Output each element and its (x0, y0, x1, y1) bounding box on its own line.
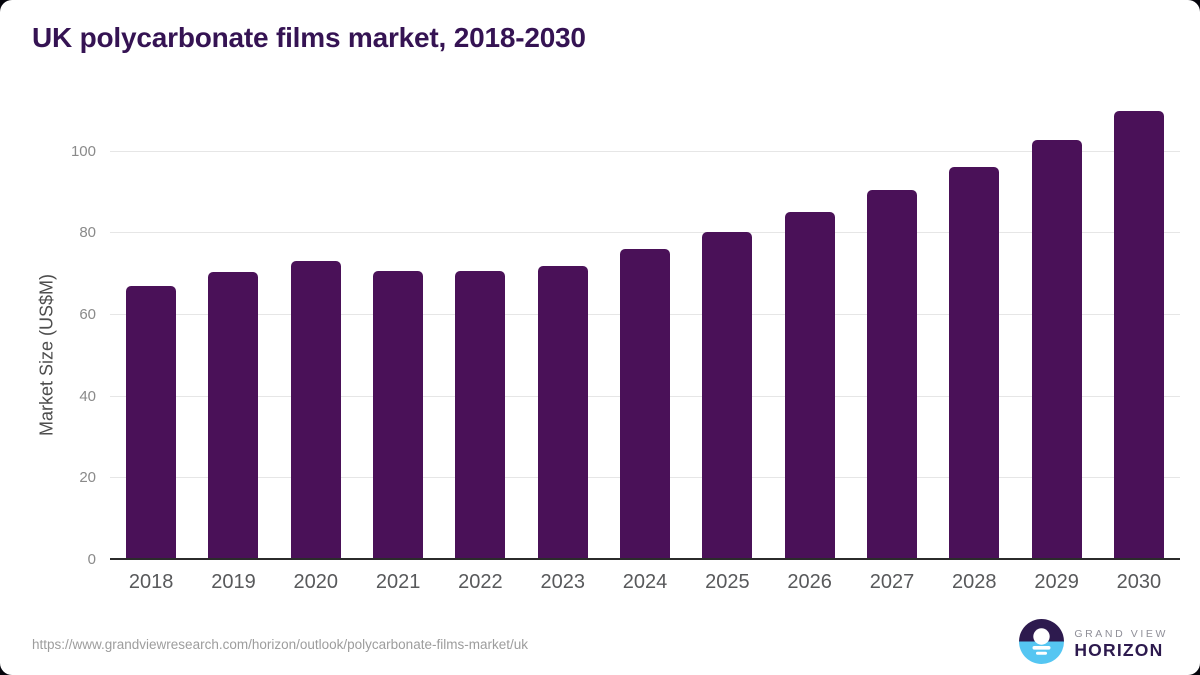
x-tick-label-2028: 2028 (952, 571, 997, 593)
x-tick-label-2018: 2018 (128, 571, 174, 593)
bar-2028[interactable] (949, 166, 1000, 560)
logo-wordmark: GRAND VIEW HORIZON (1074, 628, 1168, 660)
bar-slot-2022 (439, 90, 521, 560)
bar-2021[interactable] (373, 270, 424, 560)
y-tick-label-60: 60 (79, 305, 96, 323)
x-tick-label-2021: 2021 (375, 571, 421, 593)
bar-slot-2018 (110, 90, 192, 560)
x-tick-label-2023: 2023 (540, 571, 585, 593)
grand-view-horizon-logo[interactable]: GRAND VIEW HORIZON (1019, 619, 1168, 669)
y-tick-label-0: 0 (87, 551, 96, 568)
y-tick-label-40: 40 (79, 387, 96, 405)
x-tick-label-2022: 2022 (458, 571, 503, 593)
bar-slot-2020 (275, 90, 357, 560)
x-tick-label-2027: 2027 (869, 571, 915, 593)
bar-slot-2021 (357, 90, 439, 560)
bar-2018[interactable] (126, 286, 177, 560)
x-axis-labels: 2018 2019 2020 2021 2022 2023 2024 2025 2026 2027… (110, 571, 1180, 594)
bar-slot-2027 (851, 90, 933, 560)
bar-2020[interactable] (290, 260, 341, 560)
horizon-sun-icon (1019, 619, 1065, 669)
x-tick-label-2025: 2025 (705, 571, 750, 593)
bar-slot-2029 (1015, 90, 1097, 560)
y-tick-label-100: 100 (70, 142, 96, 160)
source-url: https://www.grandviewresearch.com/horizo… (32, 637, 528, 652)
bar-slot-2024 (604, 90, 686, 560)
bar-chart-plot-area: 2018 2019 2020 2021 2022 2023 2024 2025 2026 2027… (71, 90, 1180, 593)
bar-2023[interactable] (537, 265, 588, 560)
bar-slot-2030 (1098, 90, 1180, 560)
logo-brand-bottom: HORIZON (1074, 640, 1164, 660)
x-tick-label-2029: 2029 (1034, 571, 1079, 593)
bar-2026[interactable] (784, 212, 835, 560)
x-tick-label-2019: 2019 (211, 571, 256, 593)
bar-slot-2025 (686, 90, 768, 560)
y-tick-label-20: 20 (79, 469, 96, 487)
y-axis-title: Market Size (US$M) (36, 273, 57, 437)
logo-brand-top: GRAND VIEW (1074, 628, 1168, 640)
bar-slot-2026 (769, 90, 851, 560)
bar-2025[interactable] (702, 231, 753, 560)
bar-slot-2028 (933, 90, 1015, 560)
bar-slot-2023 (522, 90, 604, 560)
bars-layer (110, 90, 1180, 560)
bar-slot-2019 (192, 90, 274, 560)
bar-2019[interactable] (208, 272, 259, 560)
gridline-80 (110, 232, 1180, 234)
x-tick-label-2026: 2026 (787, 571, 832, 593)
x-tick-label-2024: 2024 (622, 571, 668, 593)
chart-title: UK polycarbonate films market, 2018-2030 (32, 22, 586, 53)
y-tick-label-80: 80 (79, 224, 96, 242)
bar-2030[interactable] (1113, 110, 1164, 560)
bar-2027[interactable] (866, 189, 917, 560)
x-tick-label-2020: 2020 (293, 571, 339, 593)
gridline-100 (110, 150, 1180, 152)
x-axis-line (110, 558, 1180, 560)
x-tick-label-2030: 2030 (1116, 571, 1162, 593)
bar-2022[interactable] (455, 270, 506, 560)
bar-2024[interactable] (620, 248, 671, 560)
bar-2029[interactable] (1031, 140, 1082, 560)
